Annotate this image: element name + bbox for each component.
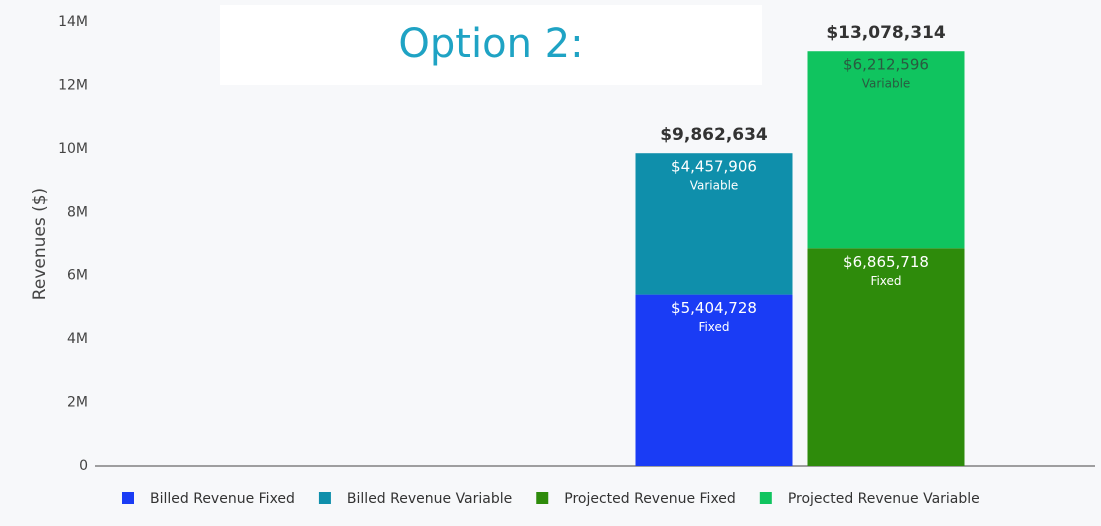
legend-label: Billed Revenue Variable [347,491,512,507]
legend-swatch [318,492,331,504]
segment-value-label: $4,457,906 [671,158,757,176]
y-axis-title: Revenues ($) [30,188,50,300]
y-tick-label: 8M [67,204,88,220]
bar-segment [807,248,965,466]
title-box [220,5,762,85]
y-tick-label: 2M [67,395,88,411]
segment-value-label: $5,404,728 [671,299,757,317]
legend-label: Projected Revenue Variable [788,491,980,507]
legend-swatch [536,492,549,504]
bar-segment [635,153,793,295]
total-label: $9,862,634 [660,125,768,145]
y-tick-label: 10M [58,141,88,157]
legend-label: Billed Revenue Fixed [150,491,295,507]
y-tick-label: 0 [79,458,88,474]
legend-swatch [122,492,134,504]
segment-name-label: Fixed [870,274,901,288]
bar-segment [807,51,965,249]
segment-value-label: $6,212,596 [843,56,929,74]
chart-title: Option 2: [398,21,583,67]
legend-label: Projected Revenue Fixed [564,491,736,507]
bar-segment [635,294,793,466]
y-tick-label: 12M [58,77,88,93]
y-tick-label: 4M [67,331,88,347]
legend-swatch [759,492,772,504]
segment-name-label: Variable [862,77,911,91]
segment-name-label: Variable [690,179,739,193]
segment-name-label: Fixed [698,320,729,334]
y-tick-label: 14M [58,14,88,30]
segment-value-label: $6,865,718 [843,253,929,271]
y-tick-label: 6M [67,268,88,284]
total-label: $13,078,314 [826,23,946,43]
